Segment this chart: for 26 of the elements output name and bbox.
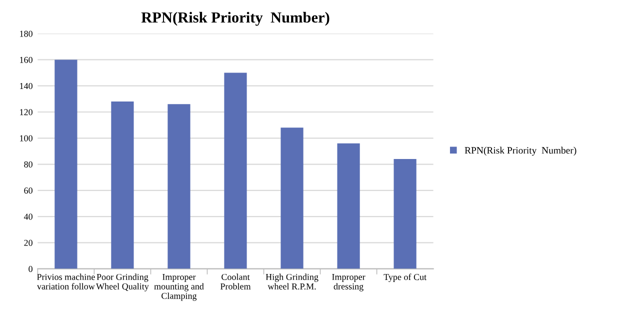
bar	[224, 72, 247, 269]
chart-title: RPN(Risk Priority Number)	[141, 12, 330, 26]
x-tick-label: Poor Grinding Wheel Quality	[96, 274, 149, 292]
y-tick-label: 0	[28, 266, 32, 272]
y-tick-label: 60	[24, 188, 32, 194]
x-tick-label: Coolant Problem	[220, 274, 251, 290]
x-tick-label: Type of Cut	[384, 274, 427, 282]
legend-label: RPN(Risk Priority Number)	[464, 146, 576, 156]
bar	[54, 60, 78, 269]
y-tick-label: 100	[20, 135, 32, 142]
bar	[394, 159, 416, 269]
bar	[168, 104, 190, 269]
bar	[111, 102, 134, 269]
y-tick-label: 160	[20, 56, 32, 63]
y-tick-label: 140	[20, 82, 32, 90]
y-tick-label: 120	[20, 109, 32, 116]
y-tick-label: 80	[24, 161, 32, 168]
y-tick-label: 20	[24, 240, 32, 246]
y-tick-label: 180	[20, 30, 32, 37]
bar	[280, 128, 304, 269]
x-tick-label: High Grinding wheel R.P.M.	[266, 274, 318, 290]
bar	[337, 143, 360, 269]
x-tick-label: Improper mounting and Clamping	[154, 274, 204, 301]
x-tick-label: Privios machine variation follow	[36, 274, 95, 290]
x-tick-label: Improper dressing	[332, 274, 366, 292]
y-tick-label: 40	[24, 214, 32, 220]
